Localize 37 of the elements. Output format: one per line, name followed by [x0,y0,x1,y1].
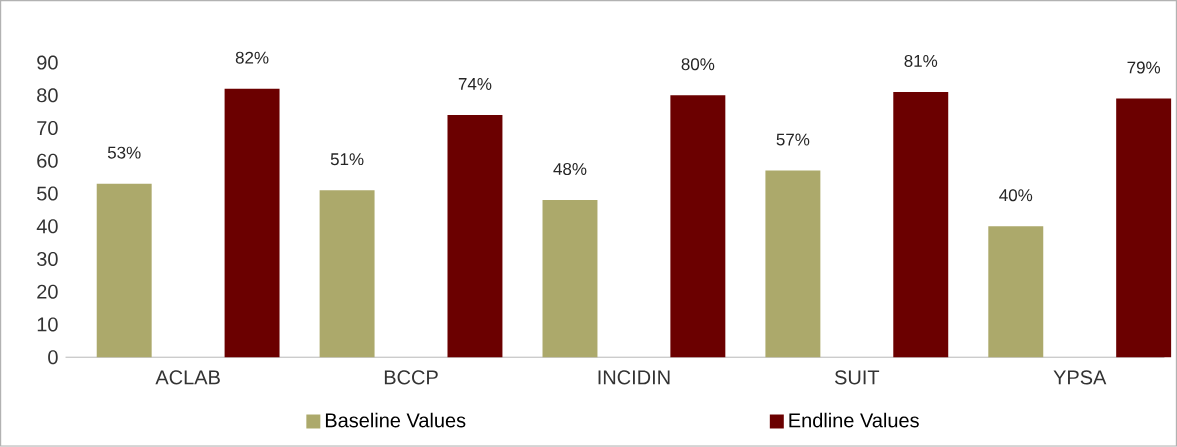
data-label: 53% [107,146,141,159]
bar [670,95,726,358]
x-tick-label: SUIT [834,370,880,385]
bar [96,183,152,358]
y-tick-label: 30 [37,252,58,267]
bar [988,226,1044,358]
x-tick-label: BCCP [384,370,438,385]
data-label: 48% [553,163,587,176]
bar [893,92,949,358]
y-tick-label: 50 [37,186,58,201]
y-tick-label: 60 [37,153,58,168]
data-label: 74% [458,78,492,91]
y-tick-label: 10 [37,317,58,332]
data-label: 57% [776,133,810,146]
bar [224,88,280,358]
bar [765,170,821,358]
y-tick-label: 90 [37,55,58,70]
x-tick-label: INCIDIN [598,370,670,385]
data-label: 51% [330,153,364,166]
legend-label: Baseline Values [325,412,466,428]
data-label: 82% [235,51,269,64]
y-tick-label: 40 [36,219,58,234]
y-tick-label: 80 [37,88,58,103]
bar [542,200,598,358]
y-tick-label: 70 [37,121,58,136]
bar [1116,98,1172,358]
data-label: 40% [999,189,1033,202]
x-tick-label: YPSA [1053,370,1107,385]
x-tick-label: ACLAB [155,370,220,385]
y-tick-label: 0 [48,350,58,365]
bar [319,190,375,358]
data-label: 79% [1127,61,1161,74]
legend-label: Endline Values [789,412,919,428]
data-label: 80% [681,58,715,71]
bar [447,115,503,358]
data-label: 81% [904,55,938,68]
y-tick-label: 20 [37,284,58,299]
